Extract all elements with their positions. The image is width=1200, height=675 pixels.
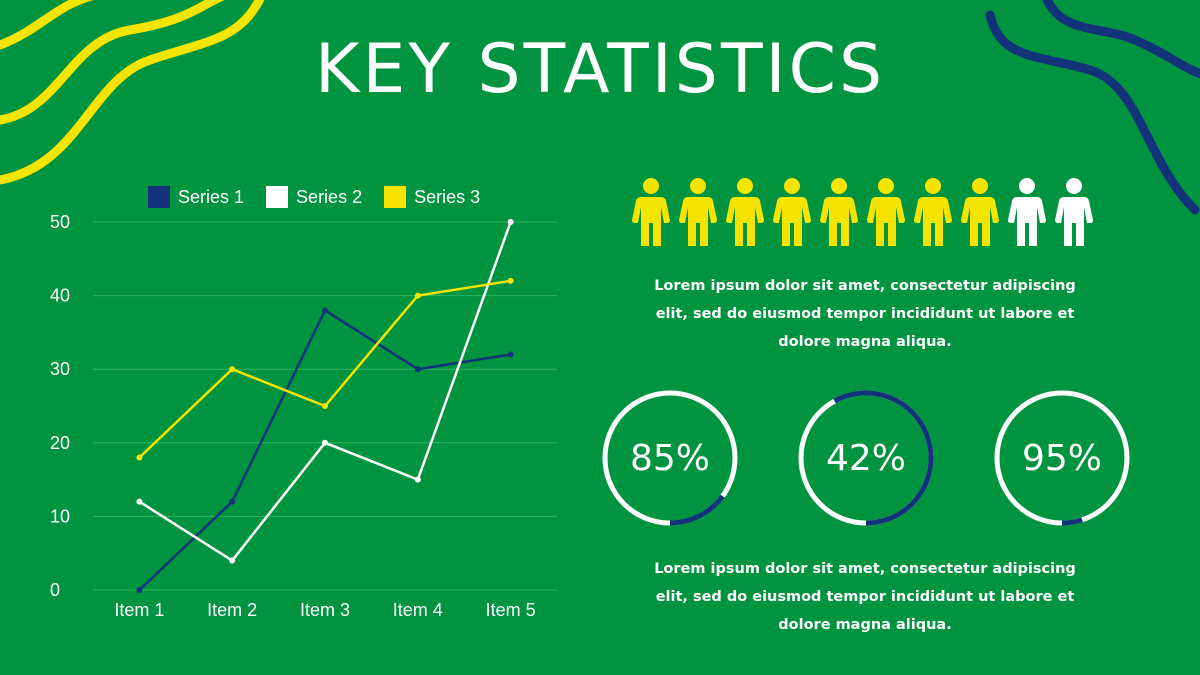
series-2-point (229, 557, 236, 564)
legend-label: Series 3 (414, 186, 481, 207)
legend-label: Series 1 (178, 186, 245, 207)
person-icon (679, 178, 717, 246)
y-tick-label: 20 (50, 433, 70, 453)
y-tick-label: 30 (50, 359, 70, 379)
yellow-wave-decoration (0, 0, 265, 185)
series-2-point (322, 439, 328, 446)
series-2-line (138, 221, 512, 563)
ring-percentage-label: 42% (825, 437, 906, 479)
y-tick-label: 0 (50, 580, 60, 600)
series-3-point (136, 454, 143, 461)
legend-swatch (266, 186, 289, 208)
x-tick-label: Item 4 (393, 600, 443, 620)
line-chart: 0 10 20 30 40 50 Item 1 Item 2 Item 3 Item 4 Item … (50, 212, 557, 620)
person-icon (914, 178, 952, 246)
person-icon (1008, 178, 1046, 246)
person-icon (632, 178, 670, 246)
chart-legend: Series 1 Series 2 Series 3 (148, 186, 480, 208)
series-1-point (136, 587, 143, 593)
person-icon (726, 178, 764, 246)
x-tick-label: Item 3 (300, 600, 350, 620)
series-1-point (322, 307, 328, 314)
y-tick-label: 40 (50, 286, 70, 306)
legend-swatch (384, 186, 407, 208)
y-tick-label: 10 (50, 506, 70, 526)
series-1-point (229, 498, 236, 505)
series-3-point (414, 292, 421, 299)
ring-remainder-arc (602, 390, 738, 526)
page-title: KEY STATISTICS (314, 30, 886, 109)
series-2-point (136, 498, 143, 505)
person-icon (867, 178, 905, 246)
legend-item-3: Series 3 (384, 186, 480, 208)
x-tick-label: Item 5 (486, 600, 536, 620)
series-1-point (507, 351, 514, 358)
person-icon (820, 178, 858, 246)
ring-percentage-label: 95% (1021, 437, 1102, 479)
person-icon (773, 178, 811, 246)
series-3-point (507, 277, 514, 284)
person-icon (961, 178, 999, 246)
series-3-point (229, 366, 236, 373)
series-2-point (507, 219, 514, 225)
description-text-bottom: Lorem ipsum dolor sit amet, consectetur … (654, 561, 1076, 633)
legend-swatch (148, 186, 170, 208)
percentage-ring: 85% (600, 388, 740, 528)
series-1-point (414, 366, 421, 373)
ring-remainder-arc (994, 390, 1130, 526)
series-1-line (138, 308, 511, 591)
series-3-point (322, 403, 328, 409)
ring-remainder-arc (798, 390, 934, 526)
navy-wave-decoration (985, 0, 1200, 215)
percentage-ring: 42% (796, 388, 936, 528)
person-icon (1055, 178, 1093, 246)
y-tick-label: 50 (50, 212, 70, 232)
ring-percentage-label: 85% (629, 437, 710, 479)
percentage-ring: 95% (992, 388, 1132, 528)
legend-label: Series 2 (296, 186, 363, 207)
legend-item-2: Series 2 (266, 186, 362, 208)
description-text-top: Lorem ipsum dolor sit amet, consectetur … (654, 278, 1076, 350)
legend-item-1: Series 1 (148, 186, 244, 208)
x-tick-label: Item 2 (207, 600, 257, 620)
series-2-point (414, 476, 421, 483)
people-icon-row (632, 176, 1093, 248)
x-tick-label: Item 1 (114, 600, 164, 620)
